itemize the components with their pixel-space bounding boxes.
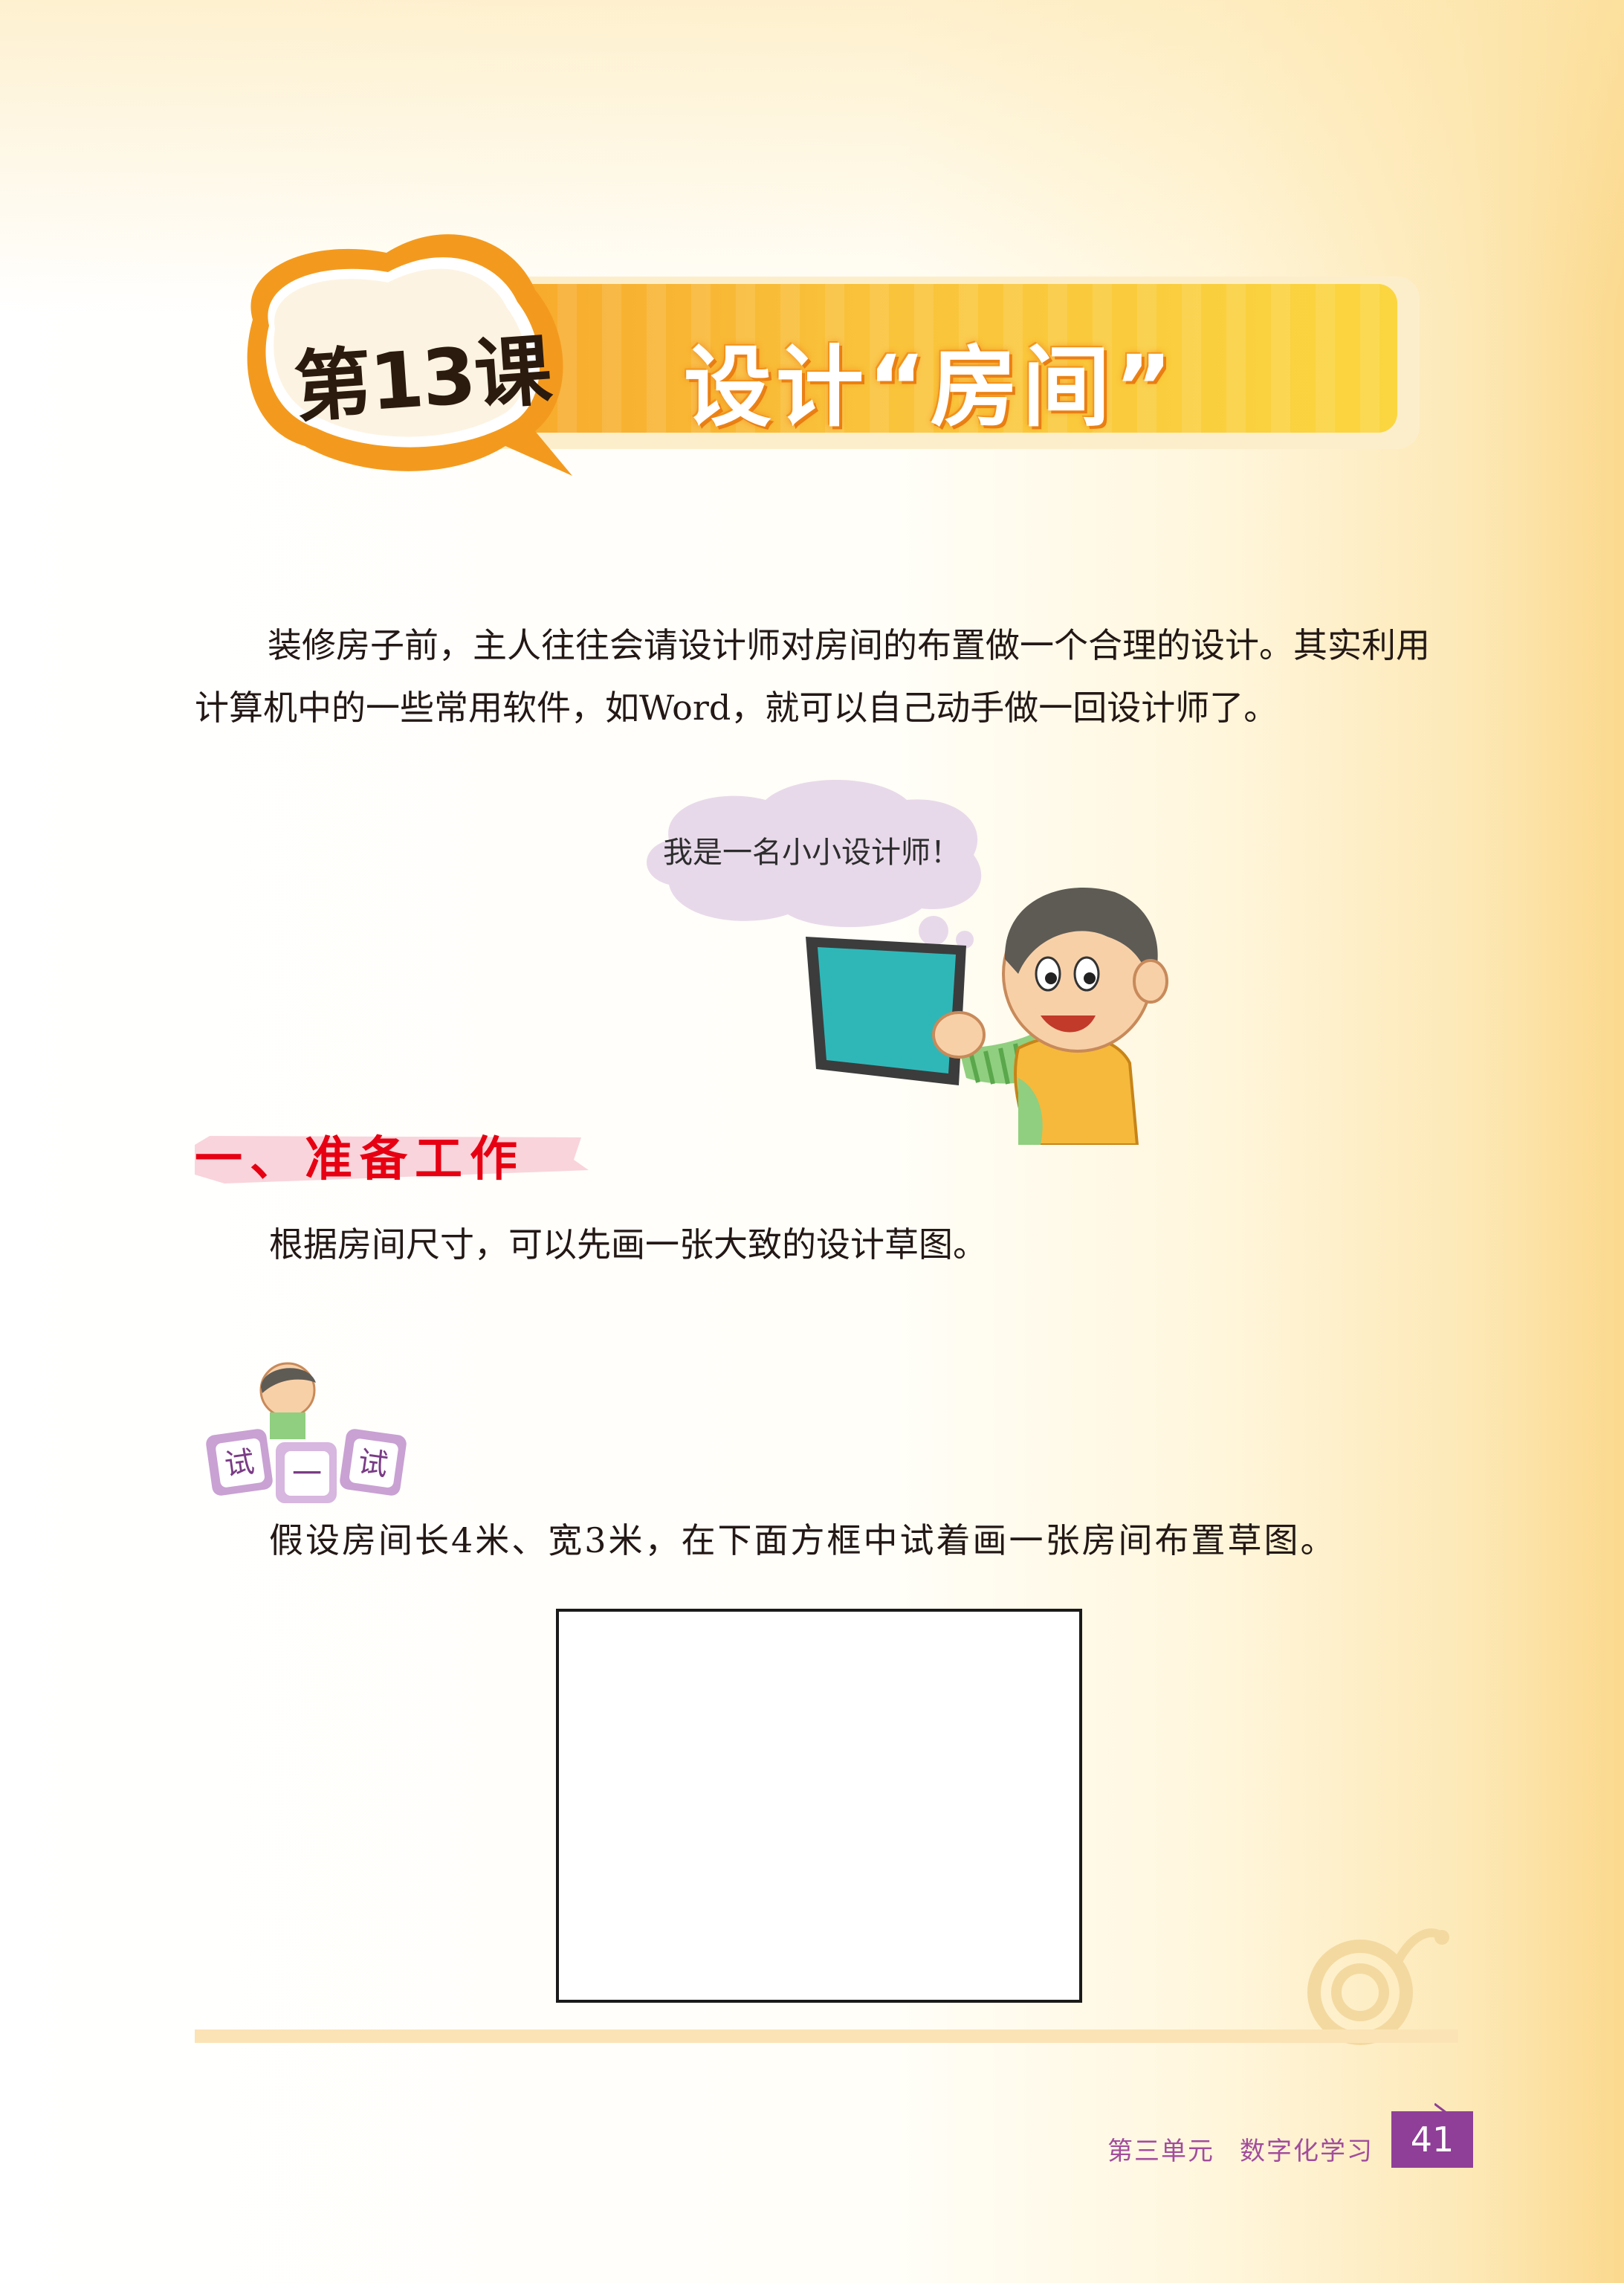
speech-text: 我是一名小小设计师！ bbox=[663, 836, 960, 870]
banner-bar bbox=[468, 284, 1397, 433]
sketch-drawing-box[interactable] bbox=[556, 1609, 1082, 2003]
speech-bubble bbox=[647, 780, 982, 949]
try-it-instruction: 假设房间长4米、宽3米，在下面方框中试着画一张房间布置草图。 bbox=[269, 1520, 1337, 1560]
try-it-illustration: 试 一 试 bbox=[206, 1362, 407, 1503]
lesson-title: 设计“房间” bbox=[684, 336, 1177, 439]
try-char-1: 试 bbox=[222, 1444, 256, 1482]
footer-unit: 第三单元 数字化学习 bbox=[1107, 2131, 1399, 2167]
lesson-title-banner: 第13课 设计“房间” bbox=[223, 208, 1427, 491]
try-it-badge: 试 一 试 bbox=[204, 1360, 413, 1509]
lesson-number: 第13课 bbox=[291, 325, 554, 433]
boy-with-monitor-illustration bbox=[806, 888, 1168, 1145]
footer-unit-title: 数字化学习 bbox=[1240, 2137, 1374, 2166]
footer-divider bbox=[195, 2029, 1458, 2043]
try-char-2: 一 bbox=[292, 1457, 322, 1491]
lesson-badge-shape bbox=[247, 234, 572, 476]
footer-unit-number: 第三单元 bbox=[1107, 2137, 1214, 2166]
section1-text: 根据房间尺寸，可以先画一张大致的设计草图。 bbox=[269, 1224, 987, 1265]
try-char-3: 试 bbox=[356, 1444, 390, 1482]
monitor-icon bbox=[806, 937, 966, 1085]
section-heading-brush bbox=[195, 1136, 589, 1184]
page-number: 41 bbox=[1391, 2111, 1473, 2168]
intro-paragraph: 装修房子前，主人往往会请设计师对房间的布置做一个合理的设计。其实利用计算机中的一… bbox=[195, 625, 1430, 728]
section-heading: 一、准备工作 bbox=[195, 1132, 525, 1187]
